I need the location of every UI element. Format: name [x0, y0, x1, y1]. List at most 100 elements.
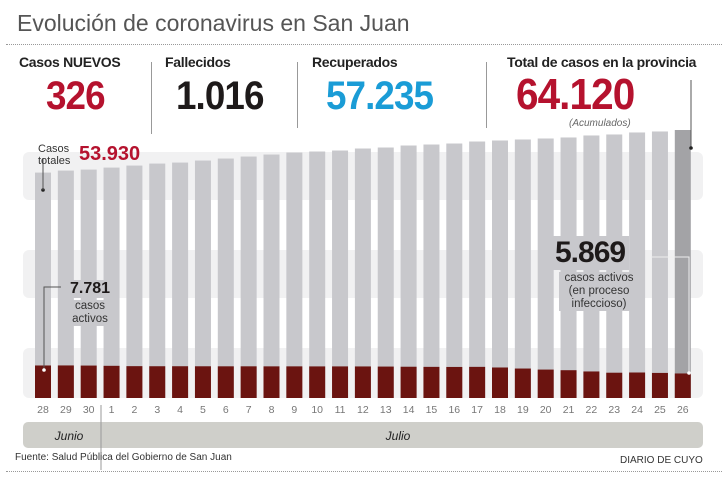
active-bar: [286, 366, 303, 398]
total-bar: [629, 132, 646, 398]
x-tick-label: 3: [154, 404, 160, 416]
divider: [6, 44, 722, 45]
x-tick-label: 5: [200, 404, 206, 416]
x-tick-label: 23: [608, 404, 620, 416]
x-tick-label: 19: [517, 404, 529, 416]
active-bar: [354, 366, 371, 398]
active-bar: [103, 365, 120, 398]
x-tick-label: 7: [246, 404, 252, 416]
stat-label-total: Total de casos en la provincia: [507, 54, 697, 70]
stat-value-new: 326: [46, 74, 106, 118]
leader-line: [43, 286, 61, 370]
active-bar: [537, 369, 554, 398]
total-bar: [674, 130, 691, 398]
active-bar: [560, 370, 577, 398]
brand: DIARIO DE CUYO: [620, 455, 703, 466]
stat-note-total: (Acumulados): [569, 118, 631, 129]
active-bar: [263, 366, 280, 398]
x-tick-label: 29: [60, 404, 72, 416]
x-tick-label: 17: [471, 404, 483, 416]
total-cases-label: Casos totales: [38, 143, 71, 167]
total-bar: [354, 148, 371, 398]
x-tick-label: 11: [335, 404, 346, 416]
page-title: Evolución de coronavirus en San Juan: [17, 10, 410, 36]
x-tick-label: 21: [563, 404, 575, 416]
total-bar: [149, 163, 166, 398]
total-bar: [469, 141, 486, 398]
total-bar: [537, 138, 554, 398]
x-tick-label: 2: [131, 404, 137, 416]
active-bar: [606, 372, 623, 398]
stat-label-deaths: Fallecidos: [165, 54, 231, 70]
total-bar: [309, 151, 326, 398]
x-tick-label: 14: [403, 404, 415, 416]
x-tick-label: 28: [37, 404, 49, 416]
x-tick-label: 16: [448, 404, 460, 416]
x-tick-label: 20: [540, 404, 552, 416]
stat-value-deaths: 1.016: [176, 74, 264, 118]
stat-label-recovered: Recuperados: [312, 54, 398, 70]
x-tick-label: 6: [223, 404, 229, 416]
x-tick-label: 4: [177, 404, 183, 416]
start-active-value: 7.781: [68, 280, 113, 298]
x-tick-label: 8: [269, 404, 275, 416]
active-bar: [629, 372, 646, 398]
total-bar: [57, 170, 74, 398]
x-tick-label: 24: [631, 404, 643, 416]
month-band: [23, 422, 703, 448]
start-total-value: 53.930: [79, 143, 141, 165]
total-bar: [217, 158, 234, 398]
x-tick-label: 1: [109, 404, 115, 416]
active-bar: [35, 365, 51, 398]
total-bar: [286, 152, 303, 398]
stat-label-new: Casos NUEVOS: [19, 54, 121, 70]
total-bar: [514, 139, 531, 398]
x-tick-label: 18: [494, 404, 506, 416]
total-bar: [172, 162, 189, 398]
total-bar: [492, 140, 508, 398]
active-bar: [57, 365, 74, 398]
start-active-label: casos activos: [68, 300, 112, 326]
x-tick-label: 26: [677, 404, 689, 416]
divider: [151, 62, 152, 134]
x-tick-label: 12: [357, 404, 369, 416]
total-bar: [263, 154, 280, 398]
active-bar: [446, 366, 463, 398]
leader-dot: [42, 368, 46, 372]
active-bar: [674, 373, 691, 398]
total-bar: [377, 147, 394, 398]
x-tick-label: 30: [83, 404, 95, 416]
month-label: Julio: [385, 429, 411, 443]
end-active-value: 5.869: [551, 236, 630, 270]
x-tick-label: 10: [311, 404, 323, 416]
leader-line: [651, 256, 690, 373]
total-bar: [651, 131, 668, 398]
active-bar: [583, 371, 600, 398]
active-bar: [377, 366, 394, 398]
leader-dot: [689, 146, 693, 150]
divider: [486, 62, 487, 128]
total-bar: [332, 150, 349, 398]
active-bar: [172, 366, 189, 398]
divider: [297, 62, 298, 128]
active-bar: [469, 366, 486, 398]
active-bar: [80, 365, 97, 398]
total-bar: [400, 145, 417, 398]
month-label: Junio: [54, 429, 84, 443]
active-bar: [194, 366, 211, 398]
total-bar: [423, 144, 440, 398]
active-bar: [492, 367, 508, 398]
total-bar: [194, 160, 211, 398]
stat-value-recovered: 57.235: [326, 74, 434, 118]
total-bar: [446, 143, 463, 398]
active-bar: [240, 366, 257, 398]
active-bar: [651, 372, 668, 398]
active-bar: [514, 368, 531, 398]
source: Fuente: Salud Pública del Gobierno de Sa…: [15, 452, 232, 463]
x-tick-label: 25: [654, 404, 666, 416]
leader-dot: [687, 371, 691, 375]
divider: [6, 471, 722, 472]
active-bar: [149, 366, 166, 398]
